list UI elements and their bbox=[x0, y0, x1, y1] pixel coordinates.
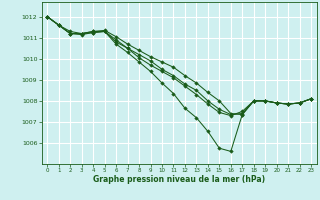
X-axis label: Graphe pression niveau de la mer (hPa): Graphe pression niveau de la mer (hPa) bbox=[93, 175, 265, 184]
